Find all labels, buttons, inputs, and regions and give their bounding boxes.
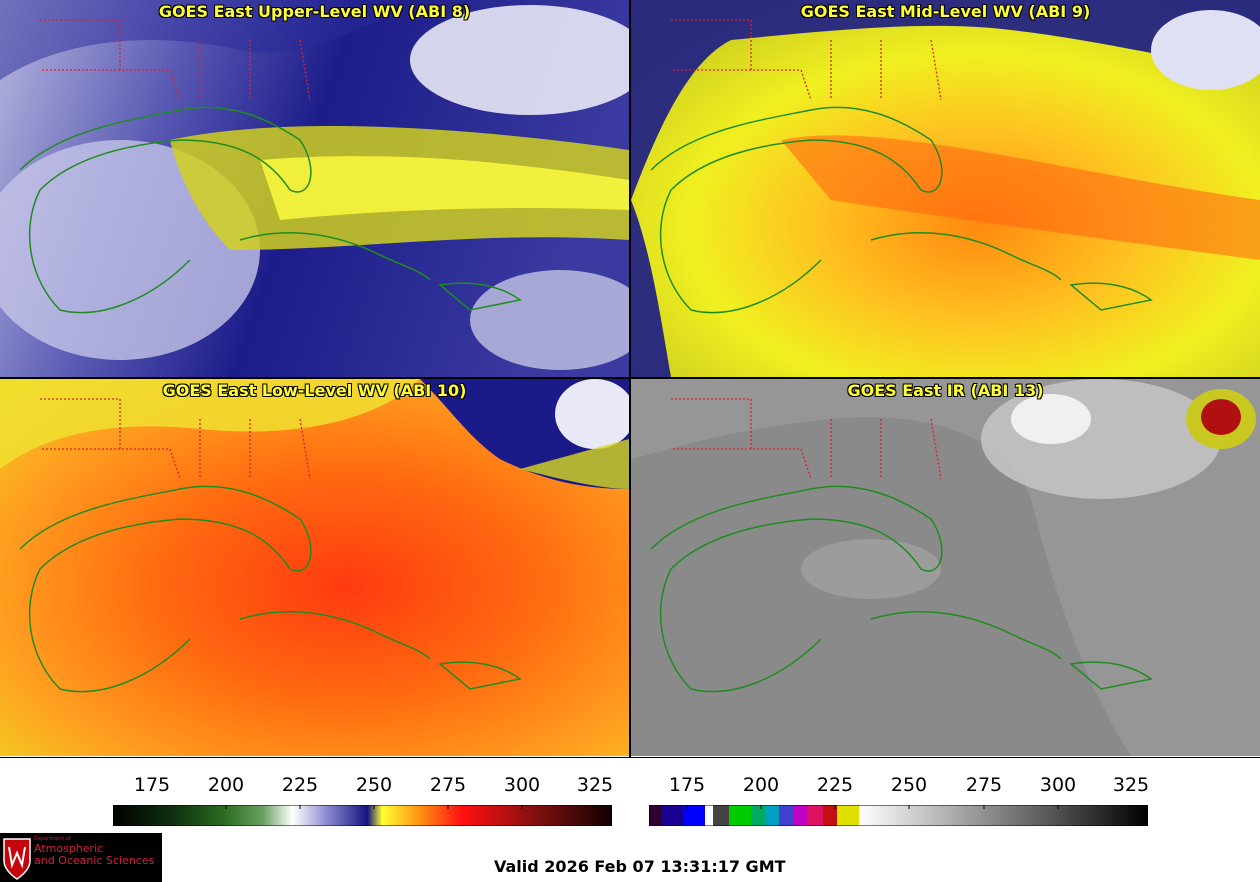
wv-tick-label: 200 [207,774,245,796]
logo-line-2: and Oceanic Sciences [34,854,155,867]
wv-colorbar [113,805,612,826]
ir-colorbar-gradient [649,805,1148,826]
wv-tick-label: 300 [503,774,541,796]
ir-tick-label: 250 [890,774,928,796]
wv-colorbar-ticks: 175 200 225 250 275 300 325 [0,774,630,798]
panel-title: GOES East Upper-Level WV (ABI 8) [158,2,471,21]
ir-tick-label: 225 [816,774,854,796]
ir-tick-label: 300 [1039,774,1077,796]
mid-level-wv-panel: GOES East Mid-Level WV (ABI 9) [631,0,1260,377]
logo-small-text: Department of [34,836,71,842]
ir-tick-label: 275 [965,774,1003,796]
panel-title: GOES East Low-Level WV (ABI 10) [162,381,467,400]
panel-title: GOES East Mid-Level WV (ABI 9) [800,2,1091,21]
valid-time: Valid 2026 Feb 07 13:31:17 GMT [494,857,786,876]
ir-colorbar-ticks: 175 200 225 250 275 300 325 [630,774,1260,798]
wv-tick-label: 225 [281,774,319,796]
ir-panel: GOES East IR (ABI 13) [631,379,1260,756]
uw-crest-icon [3,838,31,880]
panel-title: GOES East IR (ABI 13) [847,381,1044,400]
low-level-wv-panel: GOES East Low-Level WV (ABI 10) [0,379,629,756]
panel-divider-horizontal [0,377,1260,379]
panel-divider-vertical [629,0,631,758]
ir-tick-label: 325 [1112,774,1150,796]
wv-tick-label: 175 [133,774,171,796]
ir-tick-label: 175 [668,774,706,796]
panel-bottom-border [0,757,1260,758]
wv-tick-label: 250 [355,774,393,796]
mid-level-wv-image [631,0,1260,377]
wv-colorbar-gradient [113,805,612,826]
upper-level-wv-image [0,0,629,377]
department-logo: Department of Atmospheric and Oceanic Sc… [0,833,162,882]
logo-text: Atmospheric and Oceanic Sciences [34,843,154,867]
upper-level-wv-panel: GOES East Upper-Level WV (ABI 8) [0,0,629,377]
ir-image [631,379,1260,756]
ir-tick-label: 200 [742,774,780,796]
wv-tick-label: 325 [576,774,614,796]
low-level-wv-image [0,379,629,756]
wv-tick-label: 275 [429,774,467,796]
logo-line-1: Atmospheric [34,842,104,855]
ir-colorbar [649,805,1148,826]
